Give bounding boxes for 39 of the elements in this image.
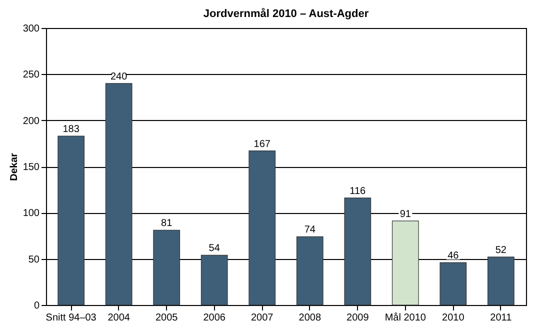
x-tick-label: 2007	[250, 312, 274, 324]
y-tick-label: 200	[22, 116, 40, 127]
x-tick-label: 2009	[346, 312, 370, 324]
y-tick-label: 250	[22, 70, 40, 81]
data-label: 81	[161, 218, 173, 230]
y-tick-label: 150	[22, 162, 40, 173]
x-tick-label: 2008	[298, 312, 322, 324]
bar	[296, 236, 324, 306]
data-label: 46	[448, 250, 460, 262]
x-tick-label: Mål 2010	[384, 312, 426, 324]
y-tick-label: 0	[34, 300, 40, 312]
y-tick-label: 100	[22, 208, 40, 220]
data-label: 240	[110, 71, 128, 82]
bar	[200, 254, 228, 306]
data-label: 74	[304, 224, 316, 236]
x-tick-label: 2006	[203, 312, 226, 324]
bar	[440, 262, 467, 306]
bar	[153, 230, 180, 306]
x-tick-label: 2010	[442, 312, 465, 324]
x-tick-label: Snitt 94–03	[46, 312, 97, 324]
bar	[248, 150, 276, 306]
x-tick-label: 2011	[490, 312, 512, 324]
x-tick-label: 2005	[155, 312, 178, 324]
bar	[105, 83, 132, 306]
bar	[58, 136, 85, 306]
y-tick-label: 50	[28, 254, 40, 266]
data-label: 54	[208, 243, 220, 254]
data-label: 52	[495, 244, 507, 256]
y-tick-label: 300	[22, 24, 40, 34]
data-label: 167	[254, 138, 271, 150]
data-label: 183	[62, 124, 80, 136]
data-label: 91	[400, 208, 412, 220]
x-tick-label: 2004	[108, 312, 130, 324]
y-axis-title: Dekar	[8, 153, 20, 181]
bar	[344, 198, 372, 306]
bar	[392, 220, 419, 306]
bar	[487, 256, 514, 306]
chart-title: Jordvernmål 2010 – Aust-Agder	[203, 7, 370, 20]
data-label: 116	[350, 186, 366, 197]
